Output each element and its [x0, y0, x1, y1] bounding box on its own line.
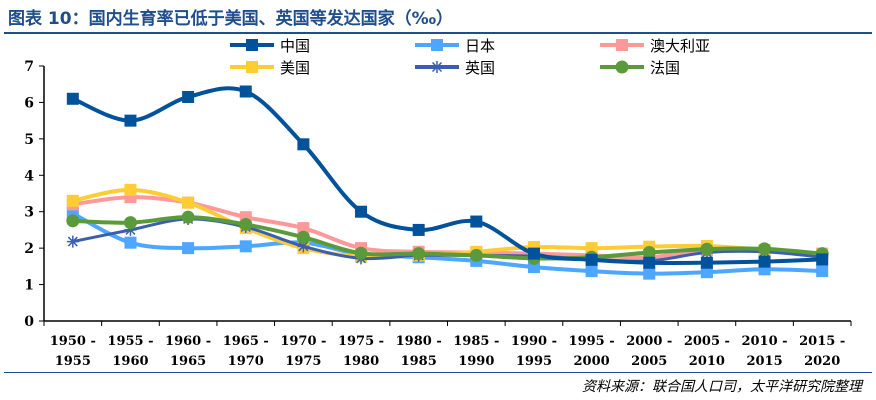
data-point-marker — [239, 85, 252, 98]
x-tick-label: 2000 - — [626, 334, 672, 349]
x-tick-label: 1960 — [112, 354, 148, 369]
y-tick-label: 5 — [24, 132, 34, 148]
title-divider — [4, 32, 872, 34]
y-tick-label: 1 — [24, 278, 34, 294]
data-point-marker — [585, 265, 598, 278]
legend-label: 澳大利亚 — [650, 37, 710, 55]
data-point-marker — [66, 92, 79, 105]
x-tick-label: 1950 - — [50, 334, 96, 349]
legend-marker — [246, 39, 258, 51]
data-point-marker — [412, 223, 425, 236]
data-point-marker — [181, 210, 195, 224]
y-tick-label: 0 — [24, 314, 34, 330]
data-point-marker — [66, 214, 80, 228]
legend-marker — [246, 61, 258, 73]
y-tick-label: 7 — [24, 59, 34, 75]
data-point-marker — [642, 246, 656, 260]
y-tick-label: 2 — [24, 241, 34, 257]
data-point-marker — [182, 90, 195, 103]
x-tick-label: 1960 - — [165, 334, 211, 349]
source-divider — [4, 372, 872, 373]
data-point-marker — [758, 255, 771, 268]
data-point-marker — [239, 217, 253, 231]
x-tick-label: 1990 - — [511, 334, 557, 349]
x-tick-label: 1970 — [228, 354, 264, 369]
chart-title: 图表 10：国内生育率已低于美国、英国等发达国家（‰） — [8, 9, 454, 29]
data-point-marker — [470, 215, 483, 228]
data-point-marker — [585, 253, 598, 266]
legend-marker — [431, 39, 443, 51]
data-point-marker — [816, 265, 829, 278]
data-point-marker — [643, 267, 656, 280]
data-point-marker — [182, 196, 195, 209]
data-point-marker — [412, 247, 426, 261]
data-point-marker — [816, 253, 829, 266]
x-tick-label: 1980 — [343, 354, 379, 369]
data-point-marker — [297, 240, 310, 253]
data-point-marker — [66, 235, 79, 248]
x-tick-label: 2015 — [746, 354, 782, 369]
data-point-marker — [124, 223, 137, 236]
x-tick-label: 1990 — [458, 354, 494, 369]
x-tick-label: 2010 - — [741, 334, 787, 349]
data-point-marker — [296, 230, 310, 244]
legend-marker — [615, 60, 629, 74]
legend-label: 日本 — [465, 37, 495, 55]
data-point-marker — [66, 194, 79, 207]
data-point-marker — [124, 114, 137, 127]
x-tick-label: 2000 — [574, 354, 610, 369]
data-point-marker — [355, 205, 368, 218]
data-point-marker — [297, 138, 310, 151]
x-tick-label: 1975 - — [338, 334, 384, 349]
data-point-marker — [700, 266, 713, 279]
legend-label: 英国 — [465, 59, 495, 77]
x-tick-label: 2010 — [689, 354, 725, 369]
data-point-marker — [124, 183, 137, 196]
x-tick-label: 1970 - — [280, 334, 326, 349]
x-tick-label: 1955 - — [107, 334, 153, 349]
data-point-marker — [297, 222, 310, 235]
x-tick-label: 1995 - — [569, 334, 615, 349]
x-tick-label: 1980 - — [396, 334, 442, 349]
data-point-marker — [469, 248, 483, 262]
data-point-marker — [758, 242, 772, 256]
data-point-marker — [527, 247, 540, 260]
y-tick-label: 6 — [24, 95, 34, 111]
legend-marker — [431, 61, 443, 73]
x-tick-label: 1965 - — [223, 334, 269, 349]
data-point-marker — [700, 242, 714, 256]
x-tick-label: 1965 — [170, 354, 206, 369]
data-point-marker — [700, 256, 713, 269]
x-tick-label: 1985 - — [453, 334, 499, 349]
x-tick-label: 2005 - — [684, 334, 730, 349]
data-point-marker — [585, 242, 598, 255]
data-point-marker — [123, 216, 137, 230]
x-tick-label: 2005 — [631, 354, 667, 369]
legend-marker — [616, 39, 628, 51]
x-tick-label: 2020 — [804, 354, 840, 369]
y-tick-label: 4 — [24, 168, 34, 184]
x-tick-label: 1995 — [516, 354, 552, 369]
x-tick-label: 1955 — [55, 354, 91, 369]
legend-label: 中国 — [280, 37, 310, 55]
source-note: 资料来源：联合国人口司，太平洋研究院整理 — [582, 379, 862, 395]
x-tick-label: 1975 — [285, 354, 321, 369]
data-point-marker — [124, 236, 137, 249]
x-tick-label: 2015 - — [799, 334, 845, 349]
legend-label: 美国 — [280, 59, 310, 77]
legend-label: 法国 — [650, 59, 680, 77]
data-point-marker — [643, 256, 656, 269]
y-tick-label: 3 — [24, 205, 34, 221]
x-tick-label: 1985 — [401, 354, 437, 369]
data-point-marker — [239, 240, 252, 253]
data-point-marker — [354, 246, 368, 260]
data-point-marker — [182, 242, 195, 255]
series-line — [72, 86, 823, 265]
